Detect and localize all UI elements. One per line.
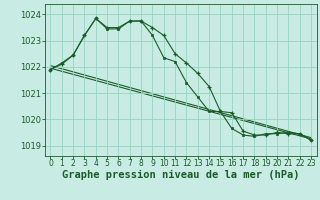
- X-axis label: Graphe pression niveau de la mer (hPa): Graphe pression niveau de la mer (hPa): [62, 170, 300, 180]
